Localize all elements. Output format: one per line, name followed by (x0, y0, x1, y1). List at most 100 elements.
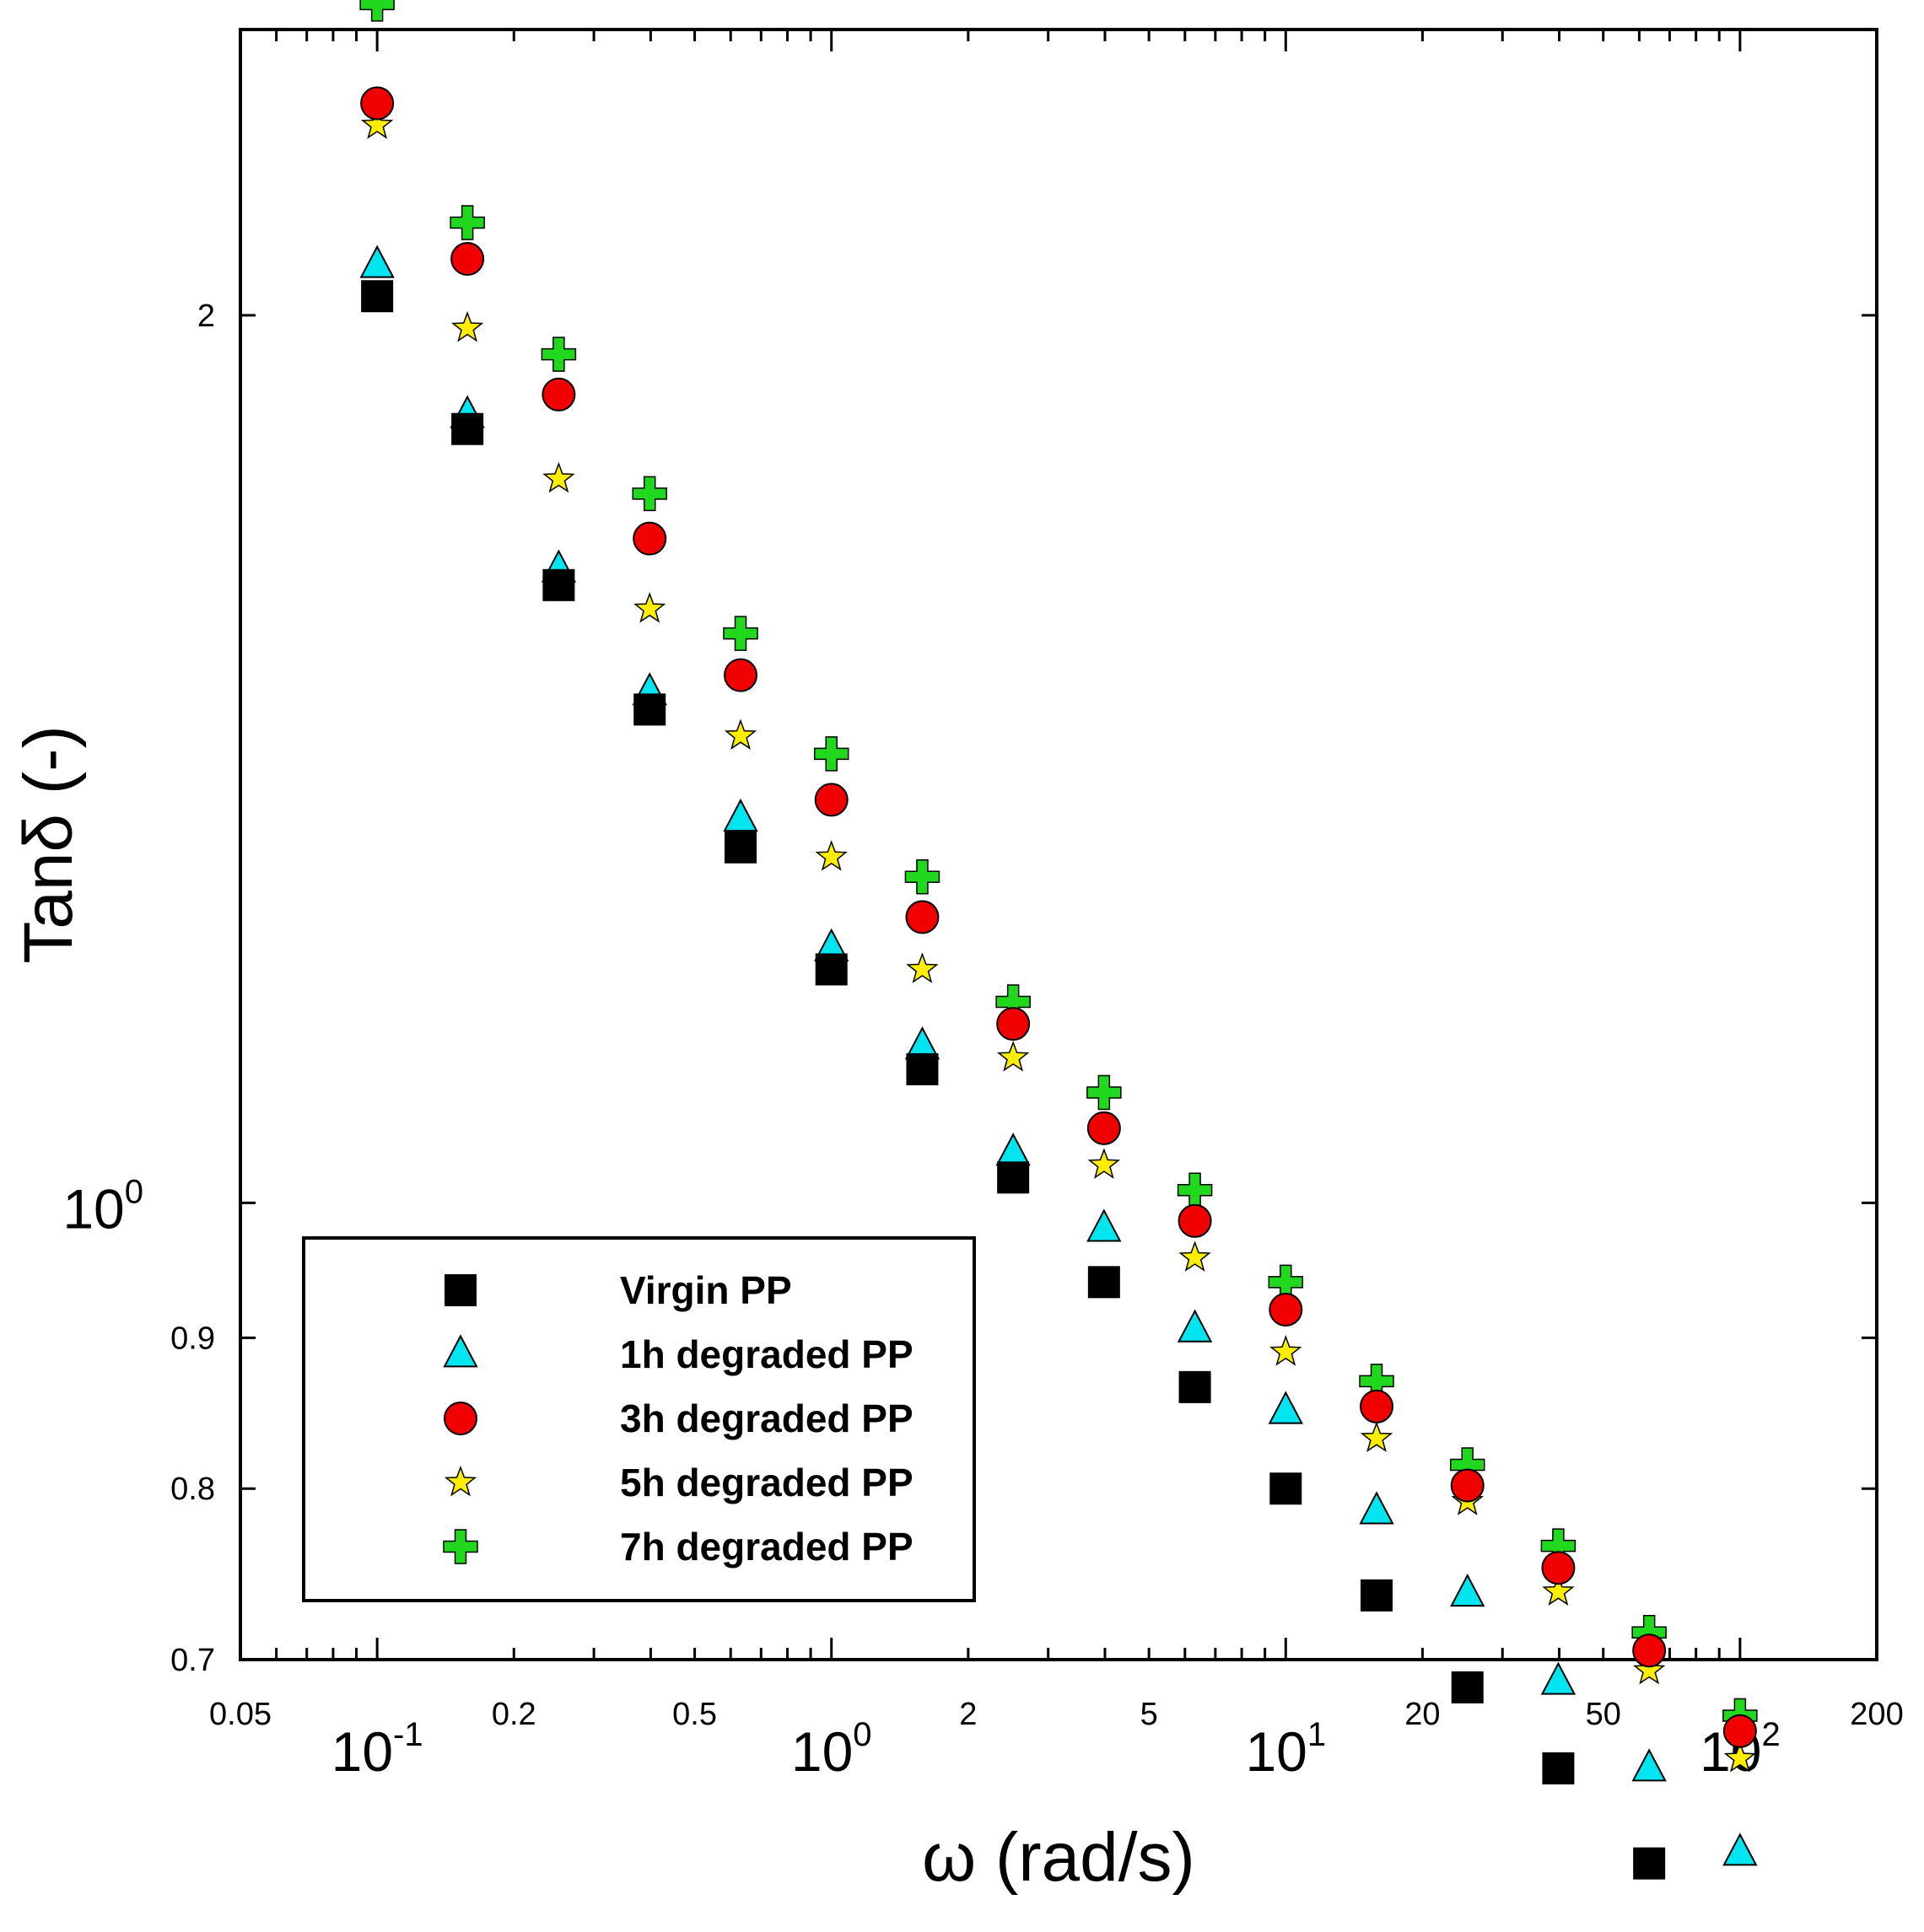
x-major-tick-label: 10-1 (331, 1716, 423, 1783)
data-point (1451, 1671, 1484, 1703)
data-point (905, 900, 940, 934)
data-point (632, 476, 667, 512)
data-point (1087, 1148, 1121, 1179)
data-point (815, 953, 848, 986)
x-major-tick-label: 101 (1245, 1716, 1326, 1783)
data-point (1542, 1574, 1575, 1606)
y-axis-title: Tanδ (-) (10, 725, 87, 964)
data-point (1450, 1574, 1485, 1607)
data-point (1269, 1293, 1303, 1327)
data-point (541, 336, 577, 372)
data-point (1268, 1391, 1303, 1424)
data-point (1178, 1240, 1211, 1272)
data-point (1541, 1551, 1576, 1585)
data-point (997, 1161, 1030, 1194)
x-tick-label: 20 (1404, 1697, 1440, 1732)
data-point (361, 280, 394, 313)
data-point (451, 412, 484, 445)
data-point (1633, 1847, 1666, 1880)
legend-marker (444, 1402, 477, 1435)
plot-frame (239, 28, 1878, 1661)
data-point (1632, 1633, 1667, 1668)
series-1h-degraded-pp (359, 245, 1758, 1866)
y-tick-label: 0.9 (170, 1321, 215, 1356)
legend-label: 3h degraded PP (620, 1397, 913, 1440)
legend-label: Virgin PP (620, 1268, 792, 1312)
data-point (1178, 1370, 1211, 1403)
data-point (450, 205, 485, 240)
data-point (359, 0, 395, 22)
data-point (724, 718, 757, 750)
data-point (724, 658, 758, 692)
data-point (996, 1007, 1031, 1041)
data-point (814, 783, 849, 817)
x-tick-label: 0.2 (492, 1697, 536, 1732)
data-point (1086, 1208, 1122, 1242)
data-point (1542, 1752, 1575, 1784)
y-tick-label: 0.8 (170, 1472, 215, 1507)
legend: Virgin PP 1h degraded PP 3h degraded PP 5h … (302, 1236, 976, 1602)
data-point (542, 377, 576, 412)
data-point (360, 86, 395, 121)
x-tick-label: 200 (1850, 1697, 1903, 1732)
legend-marker (445, 1274, 477, 1306)
x-ticks (239, 30, 1878, 1660)
data-point (542, 568, 575, 601)
data-point (906, 1052, 939, 1085)
data-point (995, 1133, 1031, 1166)
data-point (360, 108, 394, 139)
data-point (1360, 1421, 1393, 1452)
data-point (1360, 1389, 1394, 1423)
data-point (542, 461, 575, 493)
legend-box (302, 1236, 976, 1602)
x-tick-label: 5 (1140, 1697, 1158, 1732)
y-major-tick-label: 100 (62, 1173, 143, 1240)
data-point (1269, 1472, 1302, 1505)
data-point (1177, 1309, 1213, 1343)
data-point (723, 616, 758, 651)
data-point (1631, 1748, 1667, 1782)
data-point (725, 831, 757, 864)
data-point (1633, 1653, 1666, 1685)
data-point (1361, 1579, 1393, 1612)
legend-marker (443, 1529, 478, 1564)
y-tick-label: 0.7 (170, 1643, 215, 1678)
x-tick-label: 50 (1586, 1697, 1621, 1732)
legend-marker (444, 1465, 477, 1497)
data-point (633, 521, 667, 556)
data-point (633, 693, 666, 726)
data-point (815, 840, 848, 871)
data-point (1450, 1468, 1485, 1503)
y-tick-label: 2 (197, 299, 215, 334)
data-point (633, 592, 666, 623)
data-point (450, 242, 485, 277)
data-point (450, 310, 484, 342)
data-point (1722, 1832, 1758, 1866)
legend-label: 7h degraded PP (620, 1525, 913, 1569)
x-tick-label: 0.05 (209, 1697, 272, 1732)
legend-marker (443, 1334, 478, 1368)
data-point (1177, 1172, 1213, 1208)
series-virgin-pp (361, 280, 1666, 1880)
data-point (1540, 1661, 1576, 1695)
series-3h-degraded-pp (360, 86, 1757, 1748)
data-point (1723, 1741, 1757, 1773)
y-ticks (240, 314, 1877, 1661)
legend-label: 1h degraded PP (620, 1332, 913, 1376)
data-point (813, 736, 849, 772)
data-point (906, 952, 939, 983)
data-point (1359, 1491, 1394, 1525)
x-tick-label: 0.5 (672, 1697, 717, 1732)
data-point (1178, 1203, 1212, 1238)
x-tick-label: 2 (959, 1697, 977, 1732)
series-7h-degraded-pp (359, 0, 1758, 1734)
x-axis-title: ω (rad/s) (922, 1819, 1195, 1896)
data-point (1087, 1266, 1120, 1299)
x-major-tick-label: 102 (1700, 1716, 1781, 1783)
data-point (1269, 1335, 1302, 1366)
data-point (359, 245, 395, 278)
data-point (1086, 1111, 1121, 1145)
data-point (1722, 1714, 1757, 1748)
